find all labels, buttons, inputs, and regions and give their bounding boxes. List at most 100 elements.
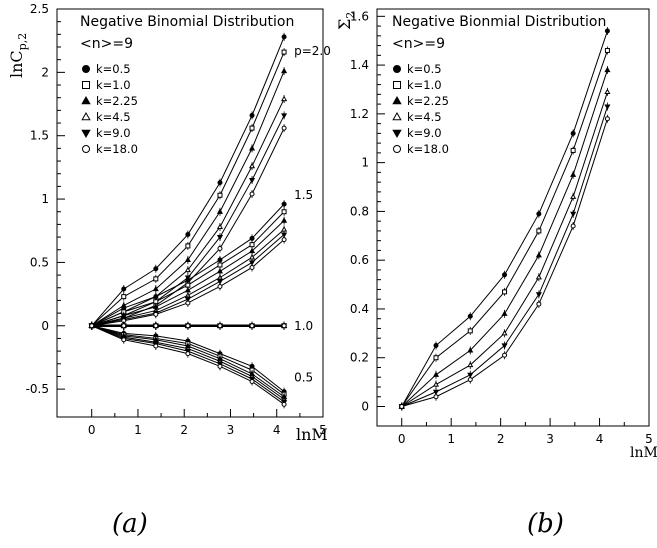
b-ytick-label-1: 0.2: [350, 351, 369, 365]
b-point-s0-5: [570, 130, 576, 136]
a-legend-label-1: k=1.0: [96, 78, 131, 92]
b-point-s4-4: [535, 292, 542, 298]
a-point-g2-s5-4: [217, 323, 223, 329]
b-point-s0-3: [502, 272, 508, 278]
a-group-label-0: p=2.0: [294, 44, 331, 58]
b-point-s0-1: [433, 343, 439, 349]
b-point-s2-6: [604, 66, 611, 73]
a-legend-marker-3: [81, 111, 91, 121]
panel-b: 0 1 2 3 4 5 0 0.2 0.4 0.6 0.8 1 1.2 1.4 1.6 Negative B…: [335, 8, 657, 539]
a-point-g0-s2-5: [248, 145, 256, 151]
a-ytick-label-1: 0: [41, 319, 49, 333]
a-point-g1-s2-3: [184, 286, 191, 293]
a-group-label-1: 1.5: [294, 188, 313, 202]
panel-a-caption: (a): [112, 509, 148, 539]
panel-a: 0 1 2 3 4 5 -0.5 0 0.5 1 1.5 2 2.5 p=2.0 1.5 1.0 0.5 Ne…: [7, 2, 331, 539]
a-point-g1-s2-5: [248, 247, 256, 254]
b-point-s1-4: [536, 228, 542, 234]
panel-b-markers: [398, 26, 611, 411]
panel-b-legend: k=0.5 k=1.0 k=2.25 k=4.5 k=9.0 k=18.0: [392, 62, 449, 156]
a-point-g0-s2-3: [184, 256, 191, 262]
b-point-s5-1: [433, 394, 439, 400]
a-legend-marker-0: [82, 65, 90, 73]
a-legend-label-5: k=18.0: [96, 142, 138, 156]
b-legend-marker-0: [393, 65, 401, 73]
b-ytick-label-4: 0.8: [350, 204, 369, 218]
panel-a-frame: [56, 8, 324, 418]
panel-a-subtitle: <n>=9: [80, 36, 133, 52]
b-point-s3-2: [467, 361, 474, 368]
a-point-g0-s4-6: [281, 113, 288, 119]
b-point-s5-3: [502, 352, 508, 358]
a-point-g0-s5-6: [281, 125, 287, 131]
b-point-s3-6: [604, 88, 611, 95]
a-legend-label-2: k=2.25: [96, 94, 138, 108]
a-ytick-label-6: 2.5: [30, 2, 49, 16]
panel-b-ylabel-main: Σ: [335, 19, 354, 30]
a-point-g1-s4-4: [216, 279, 224, 285]
a-point-g1-s1-4: [217, 262, 223, 268]
b-point-s5-5: [570, 223, 576, 229]
b-point-s5-6: [604, 116, 610, 122]
svg-text:Σ2: Σ2: [335, 12, 357, 30]
panel-b-frame: [376, 8, 650, 427]
a-point-g0-s5-4: [217, 245, 223, 251]
a-ytick-label-3: 1: [41, 192, 49, 206]
panel-b-xlabel: lnM: [630, 445, 657, 461]
a-point-g0-s1-4: [217, 192, 223, 198]
b-legend-marker-3: [392, 111, 402, 121]
b-legend-marker-5: [393, 145, 401, 153]
b-legend-marker-1: [393, 81, 401, 89]
a-legend-label-3: k=4.5: [96, 110, 131, 124]
a-point-g0-s0-1: [121, 286, 127, 292]
panel-b-subtitle: <n>=9: [392, 36, 445, 52]
b-xtick-label-1: 1: [447, 432, 455, 446]
a-point-g1-s1-5: [249, 242, 255, 248]
a-point-g0-s3-3: [184, 266, 191, 273]
b-point-s2-3: [501, 310, 508, 316]
a-point-g1-s5-4: [217, 283, 223, 289]
b-point-s2-4: [535, 251, 542, 258]
a-point-g3-s5-2: [153, 343, 159, 349]
b-point-s1-2: [467, 328, 473, 334]
b-point-s5-0: [399, 403, 405, 409]
b-point-s2-1: [432, 371, 440, 377]
b-xtick-label-5: 5: [645, 432, 653, 446]
a-point-g0-s0-6: [281, 34, 287, 40]
panel-b-ylabel: Σ2: [335, 12, 357, 30]
b-point-s0-2: [467, 313, 473, 319]
a-group-label-3: 0.5: [294, 371, 313, 385]
b-legend-label-0: k=0.5: [407, 62, 442, 76]
a-point-g2-s5-6: [281, 323, 287, 329]
b-ytick-label-7: 1.4: [350, 58, 369, 72]
panel-a-xlabel: lnM: [296, 425, 328, 444]
a-point-g1-s2-6: [281, 217, 288, 223]
a-point-g1-s0-6: [281, 201, 287, 207]
a-point-g1-s4-5: [248, 260, 256, 266]
a-point-g0-s0-4: [217, 180, 223, 186]
a-point-g2-s5-2: [153, 323, 159, 329]
panel-a-ylabel: lnCp,2: [7, 33, 29, 78]
b-point-s3-3: [501, 330, 508, 336]
b-ytick-label-2: 0.4: [350, 302, 369, 316]
b-point-s5-4: [536, 301, 542, 307]
b-point-s3-4: [535, 273, 542, 280]
a-point-g1-s5-2: [153, 311, 159, 317]
a-point-g1-s5-6: [281, 237, 287, 243]
panel-a-title: Negative Binomial Distribution: [80, 14, 294, 30]
a-point-g3-s5-0: [89, 323, 95, 329]
a-point-g0-s1-5: [249, 125, 255, 131]
b-point-s4-6: [604, 104, 611, 110]
a-point-g0-s3-6: [281, 95, 288, 102]
a-xtick-label-2: 2: [180, 423, 188, 437]
b-point-s1-3: [502, 289, 508, 295]
b-xtick-label-0: 0: [398, 432, 406, 446]
b-point-s4-2: [467, 372, 474, 379]
a-xtick-label-4: 4: [273, 423, 281, 437]
a-ytick-label-0: -0.5: [26, 382, 49, 396]
a-point-g0-s1-6: [281, 49, 287, 55]
b-legend-marker-4: [392, 129, 402, 139]
a-ytick-label-4: 1.5: [30, 129, 49, 143]
a-legend-marker-1: [82, 81, 90, 89]
